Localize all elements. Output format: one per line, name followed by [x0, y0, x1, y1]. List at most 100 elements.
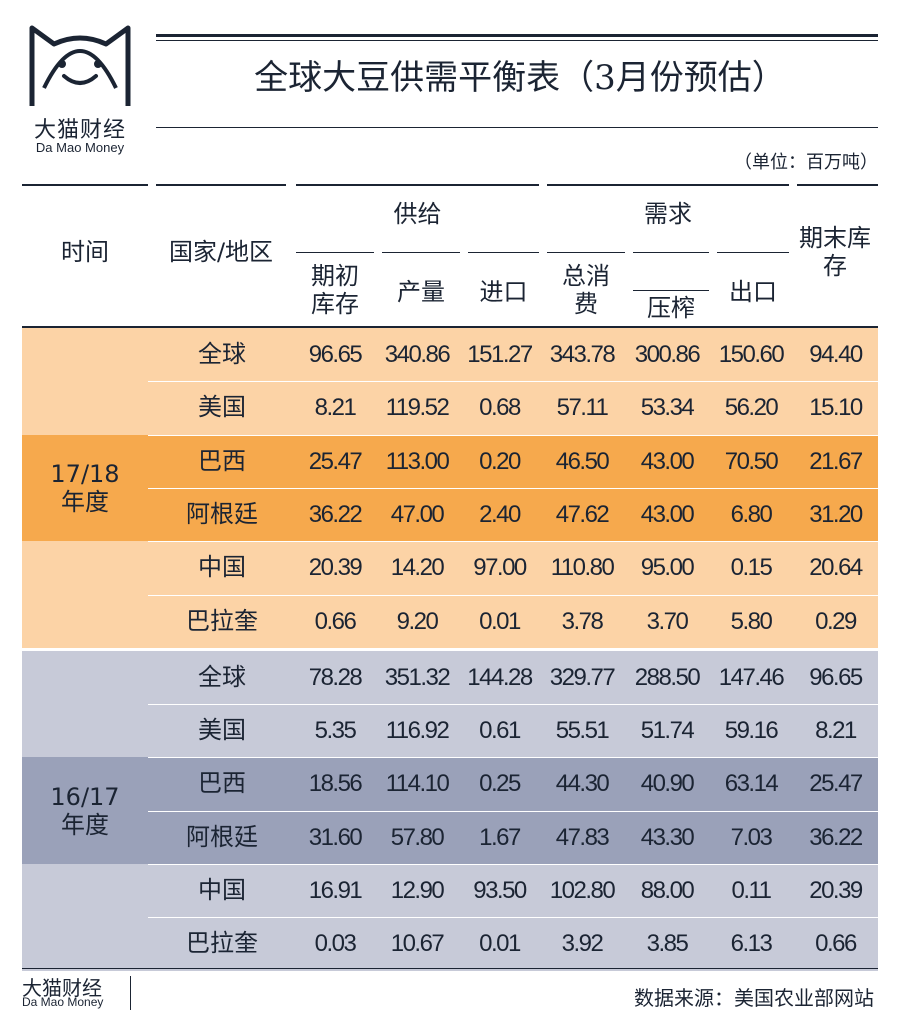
row-value-cell: 150.60	[718, 341, 785, 368]
footer-logo-cn: 大猫财经	[22, 976, 102, 1000]
row-value-cell: 57.11	[556, 394, 609, 422]
row-value-cell: 114.10	[385, 770, 450, 798]
header-imports: 进口	[479, 278, 528, 306]
table-row: 巴西 25.47 113.00 0.20 46.50 43.00 70.50 21.67	[22, 435, 878, 488]
header-end-stock: 期末库存	[799, 224, 871, 280]
row-value-cell: 31.20	[809, 500, 863, 528]
row-value-cell: 14.20	[390, 554, 445, 582]
table-row: 全球 96.65 340.86 151.27 343.78 300.86 150.60 94.…	[22, 328, 878, 381]
row-divider	[148, 757, 878, 759]
row-value-cell: 113.00	[385, 447, 450, 475]
table-row: 全球 78.28 351.32 144.28 329.77 288.50 147.46 96.…	[22, 651, 878, 704]
row-country-name: 全球	[198, 340, 246, 368]
row-value-cell: 0.61	[479, 717, 521, 745]
row-value-cell: 97.00	[473, 554, 527, 582]
row-country-name: 巴西	[198, 769, 246, 798]
row-value-cell: 20.64	[809, 554, 863, 582]
row-value-cell: 340.86	[384, 341, 451, 368]
row-value-cell: 56.20	[724, 394, 779, 422]
table-row: 巴拉奎 0.03 10.67 0.01 3.92 3.85 6.13 0.66	[22, 917, 878, 970]
row-divider	[148, 704, 878, 706]
header-begin-stock: 期初库存	[311, 262, 359, 318]
row-value-cell: 43.30	[640, 823, 695, 851]
row-value-cell: 119.52	[385, 394, 450, 422]
row-value-cell: 0.01	[479, 607, 521, 635]
row-country-name: 美国	[198, 393, 246, 422]
row-value-cell: 151.27	[467, 341, 533, 368]
row-value-cell: 6.80	[730, 500, 773, 528]
header-crush: 压榨	[647, 294, 695, 322]
row-value-cell: 21.67	[809, 447, 863, 475]
table-row: 中国 20.39 14.20 97.00 110.80 95.00 0.15 20.64	[22, 541, 878, 594]
title-top-rule-thin	[156, 40, 878, 41]
row-value-cell: 0.20	[479, 447, 521, 475]
table-row: 巴拉奎 0.66 9.20 0.01 3.78 3.70 5.80 0.29	[22, 595, 878, 648]
period-label: 17/18 年度	[22, 460, 148, 516]
row-value-cell: 94.40	[809, 341, 863, 368]
row-value-cell: 15.10	[809, 394, 863, 422]
row-value-cell: 93.50	[473, 877, 527, 904]
row-value-cell: 3.78	[561, 607, 604, 635]
row-value-cell: 3.70	[646, 607, 689, 635]
row-value-cell: 18.56	[308, 770, 363, 798]
row-value-cell: 59.16	[724, 717, 779, 745]
row-value-cell: 25.47	[308, 447, 363, 475]
row-value-cell: 63.14	[724, 770, 779, 798]
row-value-cell: 78.28	[308, 663, 363, 691]
logo-name-cn: 大猫财经	[33, 118, 126, 143]
row-value-cell: 53.34	[640, 394, 695, 422]
row-country-name: 阿根廷	[186, 499, 258, 528]
period-label-suffix: 年度	[61, 810, 109, 839]
period-label-year: 16/17	[50, 782, 120, 811]
row-divider	[148, 541, 878, 543]
row-value-cell: 88.00	[640, 877, 695, 904]
header-production: 产量	[397, 278, 445, 306]
row-value-cell: 20.39	[809, 877, 863, 904]
row-value-cell: 0.01	[479, 930, 521, 958]
subrule-consumption	[547, 252, 625, 253]
row-value-cell: 343.78	[549, 341, 616, 368]
row-value-cell: 116.92	[385, 717, 450, 745]
table-row: 美国 8.21 119.52 0.68 57.11 53.34 56.20 15.10	[22, 381, 878, 434]
title-top-rule	[156, 34, 878, 37]
footer-rule	[22, 968, 878, 969]
row-value-cell: 43.00	[640, 447, 695, 475]
row-value-cell: 144.28	[467, 663, 533, 691]
footer-divider	[130, 976, 131, 1010]
cat-face-icon	[29, 25, 131, 106]
row-value-cell: 3.85	[646, 930, 689, 958]
row-country-name: 阿根廷	[186, 822, 258, 851]
table-row: 阿根廷 31.60 57.80 1.67 47.83 43.30 7.03 36.22	[22, 811, 878, 864]
table-row: 阿根廷 36.22 47.00 2.40 47.62 43.00 6.80 31.20	[22, 488, 878, 541]
subrule-begin	[296, 252, 374, 253]
header-rule-country	[156, 184, 286, 186]
row-country-name: 巴西	[198, 446, 246, 475]
header-demand: 需求	[644, 200, 692, 228]
title-bottom-rule	[156, 127, 878, 128]
row-value-cell: 5.80	[730, 607, 773, 635]
header-bottom-rule	[22, 326, 878, 328]
row-value-cell: 31.60	[308, 823, 363, 851]
row-value-cell: 147.46	[718, 663, 785, 691]
header-time: 时间	[61, 238, 109, 266]
row-country-name: 中国	[198, 553, 246, 582]
data-source: 数据来源：美国农业部网站	[634, 986, 874, 1010]
row-value-cell: 51.74	[640, 717, 695, 745]
header-rule-time	[22, 184, 148, 186]
row-value-cell: 110.80	[550, 554, 615, 582]
row-value-cell: 0.25	[479, 770, 521, 798]
row-value-cell: 2.40	[479, 500, 521, 528]
row-value-cell: 0.11	[731, 877, 772, 904]
row-country-name: 巴拉奎	[186, 606, 258, 635]
table-row: 美国 5.35 116.92 0.61 55.51 51.74 59.16 8.21	[22, 704, 878, 757]
period-label-suffix: 年度	[61, 487, 109, 516]
row-value-cell: 40.90	[640, 770, 695, 798]
table-row: 巴西 18.56 114.10 0.25 44.30 40.90 63.14 25.47	[22, 757, 878, 810]
brand-logo: 大猫财经 Da Mao Money	[14, 18, 146, 155]
row-value-cell: 96.65	[308, 341, 363, 368]
subrule-exports	[717, 252, 789, 253]
table-row: 中国 16.91 12.90 93.50 102.80 88.00 0.11 20.39	[22, 864, 878, 917]
row-divider	[148, 917, 878, 919]
row-value-cell: 288.50	[634, 663, 701, 691]
row-value-cell: 20.39	[308, 554, 363, 582]
